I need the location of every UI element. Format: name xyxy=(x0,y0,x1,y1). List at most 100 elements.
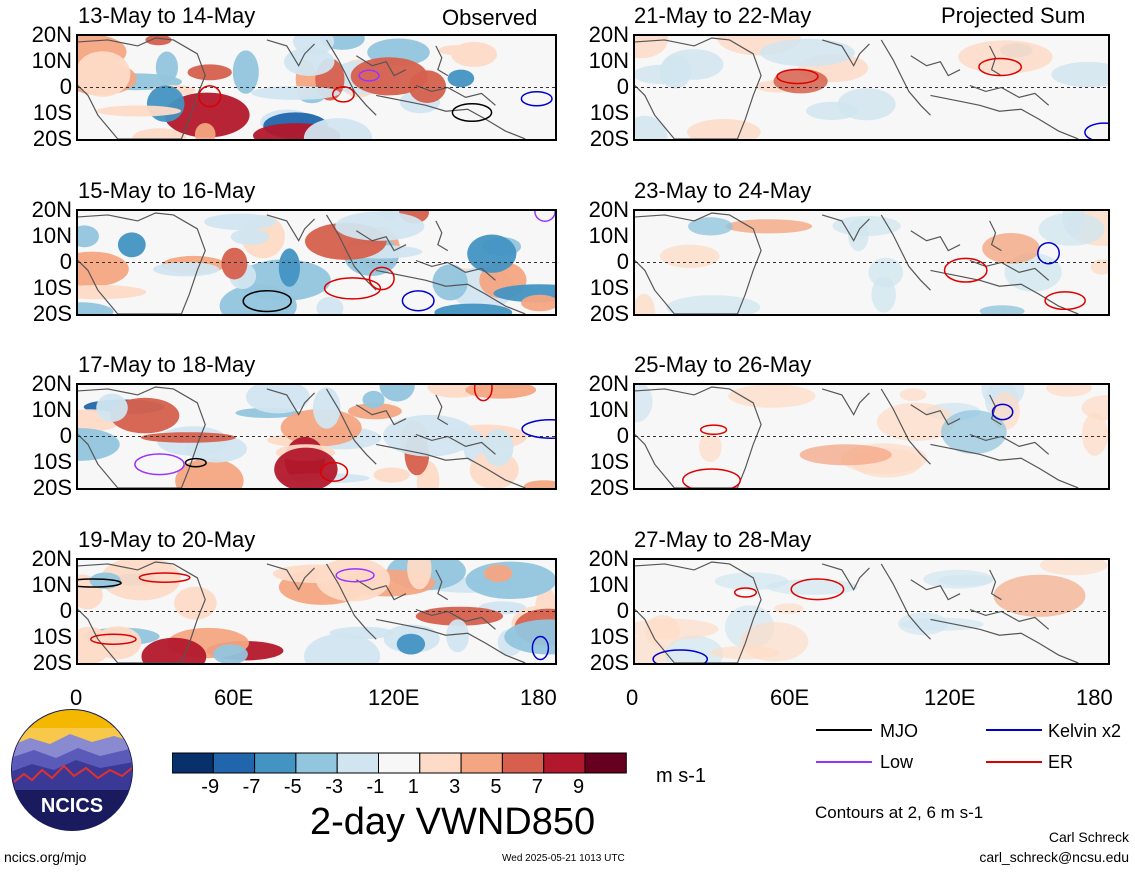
y-tick-right-row4-0: 20N xyxy=(588,546,629,571)
colorbar-label-4: -1 xyxy=(366,776,385,798)
colorbar-swatch-9 xyxy=(543,752,586,774)
ncics-logo: NCICS xyxy=(11,709,133,831)
y-tick-right-row3-3: 10S xyxy=(589,449,629,474)
field-blob xyxy=(447,69,475,88)
field-blob xyxy=(982,233,1040,264)
field-blob xyxy=(232,50,259,94)
y-tick-left-row1-4: 20S xyxy=(32,126,72,151)
field-blob xyxy=(467,234,517,273)
colorbar-swatch-2 xyxy=(254,752,297,774)
y-tick-right-row3-1: 10N xyxy=(588,397,629,422)
field-blob xyxy=(101,560,181,601)
coastline xyxy=(969,259,1050,281)
site-url: ncics.org/mjo xyxy=(4,849,87,865)
panel-title-4: 19-May to 20-May xyxy=(78,527,256,552)
y-tick-right-row4-2: 0 xyxy=(616,598,629,623)
y-tick-right-row2-3: 10S xyxy=(589,275,629,300)
field-blob xyxy=(89,572,121,589)
contour-loop xyxy=(520,90,553,107)
coastline xyxy=(989,569,1002,601)
field-blob xyxy=(78,626,111,663)
coastline xyxy=(376,443,526,488)
colorbar-swatch-0 xyxy=(172,752,214,774)
y-tick-right-row4-4: 20S xyxy=(589,650,629,675)
y-tick-left-row3-2: 0 xyxy=(59,423,72,448)
field-blob xyxy=(78,285,147,300)
field-blob xyxy=(174,586,217,620)
colorbar-label-6: 3 xyxy=(449,776,461,798)
panel-title-7: 25-May to 26-May xyxy=(634,352,812,377)
panel-title-3: 17-May to 18-May xyxy=(78,352,256,377)
field-blob xyxy=(714,572,789,590)
field-blob xyxy=(699,432,722,462)
field-blob xyxy=(230,228,270,245)
field-blob xyxy=(141,637,207,663)
field-blob xyxy=(484,564,513,582)
colorbar-swatch-8 xyxy=(501,752,545,774)
field-blob xyxy=(251,86,340,100)
contour-loop xyxy=(331,86,355,103)
coastline xyxy=(356,55,407,77)
coastline xyxy=(635,386,762,488)
coastline xyxy=(376,269,526,314)
field-blob xyxy=(482,429,514,467)
coastline xyxy=(435,45,449,77)
y-tick-right-row1-4: 20S xyxy=(589,126,629,151)
field-blob xyxy=(152,262,220,277)
x-tick-right-180: 180 xyxy=(1076,685,1113,710)
field-blob xyxy=(993,574,1086,617)
field-blob xyxy=(759,38,855,67)
contour-loop xyxy=(358,69,380,82)
y-tick-right-row2-2: 0 xyxy=(616,249,629,274)
field-blob xyxy=(941,410,1007,454)
field-blob xyxy=(316,296,344,314)
field-blob xyxy=(524,480,555,488)
coastline xyxy=(989,45,1002,77)
colorbar-label-3: -3 xyxy=(325,776,343,798)
y-tick-right-row4-1: 10N xyxy=(588,572,629,597)
contour-loop xyxy=(138,572,191,583)
coastline xyxy=(880,39,931,116)
coastline xyxy=(880,563,931,640)
field-blob xyxy=(175,458,244,488)
contour-loop xyxy=(943,257,988,283)
field-blob xyxy=(155,51,178,84)
field-blob xyxy=(687,119,761,139)
field-blob xyxy=(96,105,181,117)
coastline xyxy=(325,39,377,116)
colorbar-label-0: -9 xyxy=(201,776,220,798)
field-blob xyxy=(688,217,733,236)
map-panel-3 xyxy=(76,383,557,490)
field-blob xyxy=(938,574,994,586)
contour-loop xyxy=(368,266,395,291)
y-tick-left-row2-0: 20N xyxy=(31,197,72,222)
panel-title-1: 13-May to 14-May xyxy=(78,3,256,28)
coastline xyxy=(78,37,206,139)
y-tick-left-row1-1: 10N xyxy=(31,48,72,73)
coastline xyxy=(821,388,870,416)
coastline xyxy=(435,569,449,601)
legend-label-mjo: MJO xyxy=(880,721,918,741)
field-blob xyxy=(663,49,724,80)
y-tick-left-row4-0: 20N xyxy=(31,546,72,571)
coastline xyxy=(435,220,449,252)
field-blob xyxy=(362,390,385,409)
field-blob xyxy=(1081,395,1108,421)
y-tick-left-row1-2: 0 xyxy=(59,74,72,99)
coastline xyxy=(989,394,1002,426)
field-blob xyxy=(725,219,813,234)
field-blob xyxy=(194,123,216,139)
y-tick-right-row1-2: 0 xyxy=(616,74,629,99)
coastline xyxy=(821,39,870,67)
coastline xyxy=(78,212,206,314)
field-blob xyxy=(837,88,896,121)
field-blob xyxy=(78,302,114,314)
field-blob xyxy=(146,85,185,122)
colorbar-units: m s-1 xyxy=(656,765,706,787)
map-panel-7 xyxy=(633,383,1110,490)
field-blob xyxy=(379,385,415,402)
colorbar-label-2: -5 xyxy=(283,776,302,798)
field-blob xyxy=(373,467,410,483)
contour-loop xyxy=(401,290,435,312)
contour-loop xyxy=(733,587,758,598)
